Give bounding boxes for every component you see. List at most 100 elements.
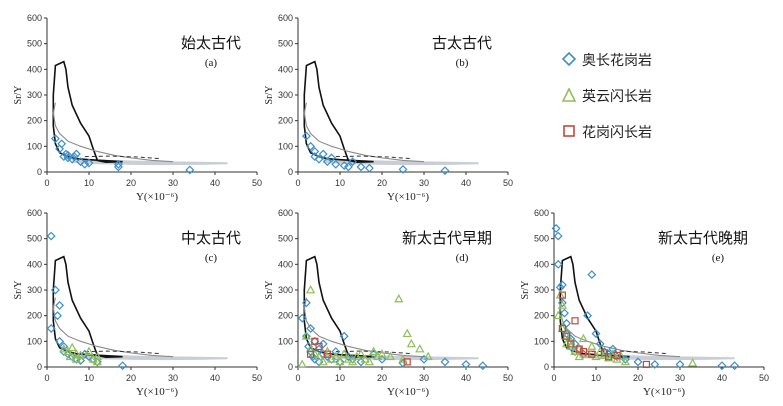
y-tick-label: 400: [278, 259, 293, 269]
tonalite-point: [557, 298, 567, 308]
x-tick-label: 20: [126, 373, 136, 383]
panel-title: 新太古代晚期: [658, 229, 748, 247]
x-tick-label: 30: [168, 373, 178, 383]
tonalite-point: [398, 164, 408, 174]
dashed-boundary: [84, 155, 161, 160]
tonalite-point: [591, 329, 601, 339]
y-tick-label: 500: [278, 39, 293, 49]
panel-b: 0 10 20 30 40 500100200300400500600Y(×10⁻⁶)Sr…: [264, 13, 513, 203]
x-tick-label: 30: [168, 178, 178, 188]
trondhjemite-point: [92, 351, 103, 361]
trondhjemite-point: [557, 300, 568, 309]
adakite-field: [303, 60, 374, 164]
tonalite-point: [650, 359, 660, 369]
trondhjemite-point: [553, 310, 563, 320]
trondhjemite-point: [385, 351, 396, 361]
x-tick-label: 50: [252, 373, 262, 383]
trondhjemite-point: [561, 338, 572, 348]
tonalite-point: [562, 318, 572, 328]
y-tick-label: 200: [278, 116, 293, 126]
trondhjemite-point: [297, 359, 307, 368]
tonalite-point: [553, 231, 563, 241]
panel-title: 始太古代: [181, 34, 241, 52]
panel-title: 新太古代早期: [402, 229, 492, 247]
normal-arc-band: [72, 352, 228, 361]
tonalite-point: [620, 354, 630, 364]
trondhjemite-point: [373, 351, 383, 361]
trondhjemite-point: [305, 343, 316, 353]
trondhjemite-point: [310, 349, 320, 358]
tonalite-point: [118, 361, 128, 371]
granodiorite-point: [613, 351, 621, 360]
tonalite-point: [557, 280, 567, 290]
y-tick-label: 600: [534, 208, 549, 218]
tonalite-point: [343, 352, 353, 362]
granodiorite-point: [403, 358, 411, 366]
x-tick-label: 10: [591, 373, 601, 383]
trondhjemite-point: [314, 351, 324, 361]
trondhjemite-point: [394, 293, 404, 303]
tonalite-point: [55, 336, 65, 346]
panel-c: 0 10 20 30 40 500100200300400500600Y(×10⁻⁶)Sr…: [13, 208, 262, 398]
x-tick-label: 40: [210, 373, 220, 383]
y-tick-label: 400: [278, 64, 293, 74]
arc-curve: [303, 102, 425, 163]
y-tick-label: 600: [278, 208, 293, 218]
legend: 奥长花岗岩 英云闪长岩 花岗闪长岩: [562, 50, 762, 158]
x-tick-label: 40: [210, 178, 220, 188]
x-tick-label: 40: [717, 373, 727, 383]
dashed-boundary: [335, 155, 412, 160]
tonalite-point: [80, 159, 90, 169]
trondhjemite-point: [578, 333, 589, 343]
y-tick-label: 200: [27, 311, 42, 321]
tonalite-point: [301, 131, 311, 141]
panel-d: 0 10 20 30 40 500100200300400500600Y(×10⁻⁶)Sr…: [264, 208, 513, 398]
legend-item-trondhjemite: 英云闪长岩: [562, 86, 762, 122]
tonalite-point: [113, 159, 123, 169]
y-tick-label: 300: [534, 285, 549, 295]
trondhjemite-point: [331, 351, 341, 361]
adakite-field: [559, 255, 630, 359]
y-tick-label: 100: [27, 336, 42, 346]
tonalite-point: [343, 162, 353, 172]
panel-title: 古太古代: [432, 34, 492, 52]
tonalite-point: [339, 331, 349, 341]
tonalite-point: [46, 324, 56, 333]
dashed-boundary: [335, 350, 412, 355]
trondhjemite-point: [65, 351, 75, 361]
tonalite-point: [675, 359, 685, 369]
tonalite-point: [80, 349, 90, 359]
trondhjemite-point: [687, 358, 698, 367]
trondhjemite-point: [360, 354, 370, 363]
tonalite-point: [314, 154, 324, 164]
arc-curve: [52, 102, 174, 163]
tonalite-point: [67, 352, 77, 362]
x-tick-label: 30: [419, 178, 429, 188]
x-axis-title: Y(×10⁻⁶): [387, 386, 429, 398]
tonalite-point: [67, 154, 77, 164]
y-tick-label: 400: [534, 259, 549, 269]
tonalite-point: [335, 357, 345, 367]
trondhjemite-point: [305, 284, 316, 294]
y-tick-label: 0: [288, 167, 293, 177]
x-tick-label: 40: [461, 373, 471, 383]
granodiorite-point: [315, 342, 323, 351]
tonalite-point: [364, 163, 374, 173]
trondhjemite-point: [352, 351, 362, 361]
adakite-field: [52, 60, 123, 164]
legend-square-marker: [563, 125, 575, 137]
y-tick-label: 200: [534, 311, 549, 321]
trondhjemite-point: [75, 350, 86, 359]
granodiorite-point: [323, 350, 331, 358]
tonalite-point: [76, 157, 86, 167]
tonalite-point: [310, 147, 320, 156]
y-tick-label: 0: [288, 362, 293, 372]
y-tick-label: 200: [278, 311, 293, 321]
y-tick-label: 0: [37, 362, 42, 372]
tonalite-point: [306, 324, 316, 333]
legend-label-tonalite: 奥长花岗岩: [582, 53, 652, 69]
trondhjemite-point: [582, 349, 593, 358]
tonalite-point: [440, 166, 450, 176]
trondhjemite-point: [92, 356, 103, 366]
